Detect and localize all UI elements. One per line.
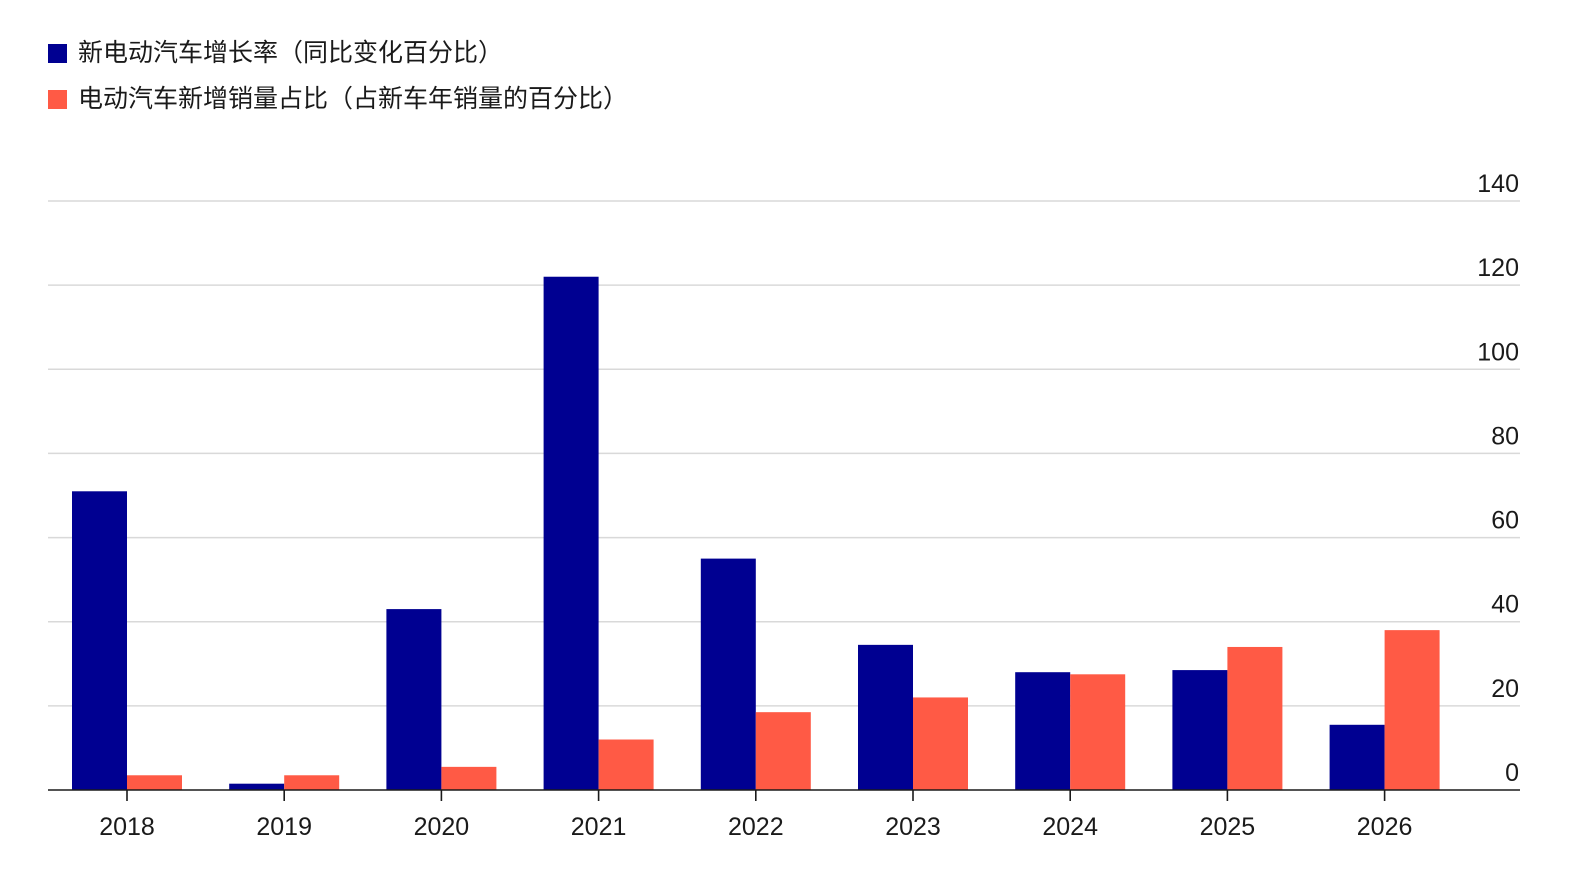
x-tick-label-2021: 2021 [571, 813, 627, 841]
legend-label-share: 电动汽车新增销量占比（占新车年销量的百分比） [78, 84, 629, 113]
y-tick-label-60: 60 [1491, 507, 1519, 535]
y-axis-ticks: 0 20 40 60 80 100 120 140 [1477, 170, 1519, 787]
bar-share-2024 [1070, 674, 1126, 790]
x-tick-label-2023: 2023 [885, 813, 941, 841]
bar-share-2026 [1384, 630, 1440, 790]
x-tick-label-2019: 2019 [256, 813, 312, 841]
bar-growth-2021 [543, 276, 599, 790]
y-tick-label-40: 40 [1491, 591, 1519, 619]
bar-share-2021 [598, 739, 654, 790]
bar-growth-2018 [72, 491, 127, 790]
bar-growth-2025 [1172, 670, 1228, 790]
bar-growth-2022 [700, 558, 756, 790]
bar-share-2020 [441, 766, 497, 790]
bar-growth-2020 [386, 609, 442, 790]
y-tick-label-0: 0 [1505, 759, 1519, 787]
bar-growth-2023 [858, 644, 913, 790]
y-tick-label-80: 80 [1491, 422, 1519, 450]
bar-share-2025 [1227, 646, 1283, 790]
gridlines [48, 200, 1520, 707]
x-tick-label-2018: 2018 [99, 813, 155, 841]
y-tick-label-100: 100 [1477, 338, 1519, 366]
y-tick-label-20: 20 [1491, 675, 1519, 703]
bar-growth-2024 [1015, 672, 1071, 790]
bar-share-2022 [755, 712, 811, 790]
bar-share-2019 [284, 775, 340, 790]
bar-share-2018 [127, 775, 182, 790]
bar-share-2023 [913, 697, 968, 790]
legend-swatch-growth [48, 43, 67, 63]
y-tick-label-120: 120 [1477, 254, 1519, 282]
legend: 新电动汽车增长率（同比变化百分比） 电动汽车新增销量占比（占新车年销量的百分比） [48, 30, 628, 122]
legend-item-growth: 新电动汽车增长率（同比变化百分比） [48, 30, 628, 76]
bar-growth-2019 [229, 783, 285, 790]
legend-label-growth: 新电动汽车增长率（同比变化百分比） [78, 38, 504, 67]
x-axis-ticks: 2018 2019 2020 2021 2022 2023 2024 2025 2026 [99, 790, 1412, 841]
x-tick-label-2022: 2022 [728, 813, 784, 841]
x-tick-label-2026: 2026 [1357, 813, 1413, 841]
bars [72, 276, 1440, 790]
x-tick-label-2025: 2025 [1200, 813, 1256, 841]
legend-swatch-share [48, 89, 67, 109]
legend-item-share: 电动汽车新增销量占比（占新车年销量的百分比） [48, 76, 628, 122]
x-tick-label-2024: 2024 [1042, 813, 1098, 841]
bar-growth-2026 [1329, 724, 1385, 790]
y-tick-label-140: 140 [1477, 170, 1519, 198]
x-tick-label-2020: 2020 [414, 813, 470, 841]
